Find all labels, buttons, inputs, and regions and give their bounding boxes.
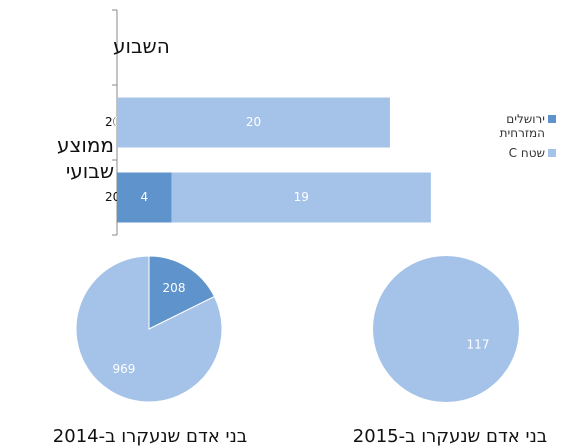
data-label: 19 [294,190,309,204]
legend-label: ירושלים המזרחית [499,112,545,140]
data-label: 20 [246,115,261,129]
pie-slice [373,256,519,402]
legend-item: שטח C [486,146,556,160]
annotation: ממוצע שבועי [56,133,114,183]
pie-slice [148,255,216,330]
pie-slice [75,255,223,403]
data-label: 4 [140,190,148,204]
legend: ירושלים המזרחית שטח C [486,112,556,166]
bar [117,172,172,223]
chart-title: בני אדם שנעקרו ב-2015 [353,426,547,447]
chart-title: בני אדם שנעקרו ב-2014 [53,426,247,447]
legend-swatch [548,149,556,157]
data-label: 117 [467,338,490,352]
legend-label: שטח C [508,146,545,160]
data-label: 969 [113,362,136,376]
data-label: 208 [163,281,186,295]
bar [171,172,431,223]
y-tick-label: השבוע [113,34,170,58]
legend-item: ירושלים המזרחית [486,112,556,140]
bar [117,97,390,148]
legend-swatch [548,115,556,123]
